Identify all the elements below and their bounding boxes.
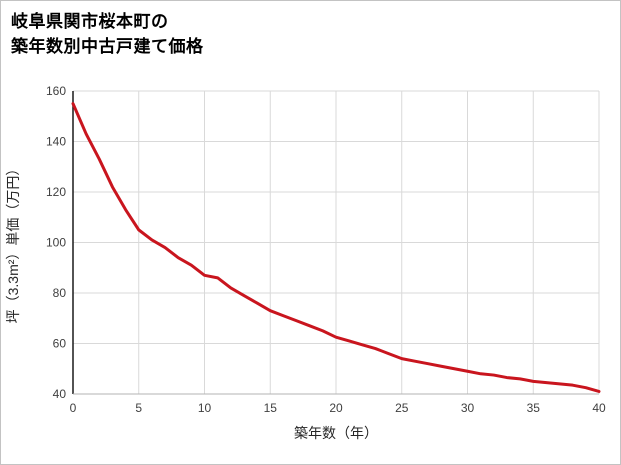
x-tick-label: 40	[592, 401, 606, 415]
price-by-age-line-chart: 0 5 10 15 20 25 30 35 40 40 60 80 100 120 140 160 築年数（年）…	[5, 84, 606, 441]
x-tick-label: 25	[395, 401, 409, 415]
y-tick-label: 80	[53, 286, 67, 300]
y-tick-label: 100	[46, 236, 66, 250]
x-tick-label: 15	[264, 401, 278, 415]
x-tick-label: 35	[527, 401, 541, 415]
chart-title: 岐阜県関市桜本町の 築年数別中古戸建て価格	[1, 1, 620, 63]
y-tick-label: 160	[46, 84, 66, 98]
y-tick-label: 40	[53, 387, 67, 401]
chart-title-line1: 岐阜県関市桜本町の	[11, 12, 169, 31]
y-axis-title: 坪（3.3m²）単価（万円）	[5, 162, 21, 324]
y-tick-label: 140	[46, 135, 66, 149]
y-tick-label: 60	[53, 337, 67, 351]
x-tick-label: 20	[329, 401, 343, 415]
y-tick-label: 120	[46, 185, 66, 199]
x-axis-title: 築年数（年）	[294, 425, 378, 441]
x-tick-label: 30	[461, 401, 475, 415]
x-tick-label: 0	[70, 401, 77, 415]
price-line-series	[71, 102, 601, 393]
x-tick-label: 10	[198, 401, 212, 415]
chart-title-line2: 築年数別中古戸建て価格	[11, 36, 204, 56]
x-tick-label: 5	[135, 401, 142, 415]
